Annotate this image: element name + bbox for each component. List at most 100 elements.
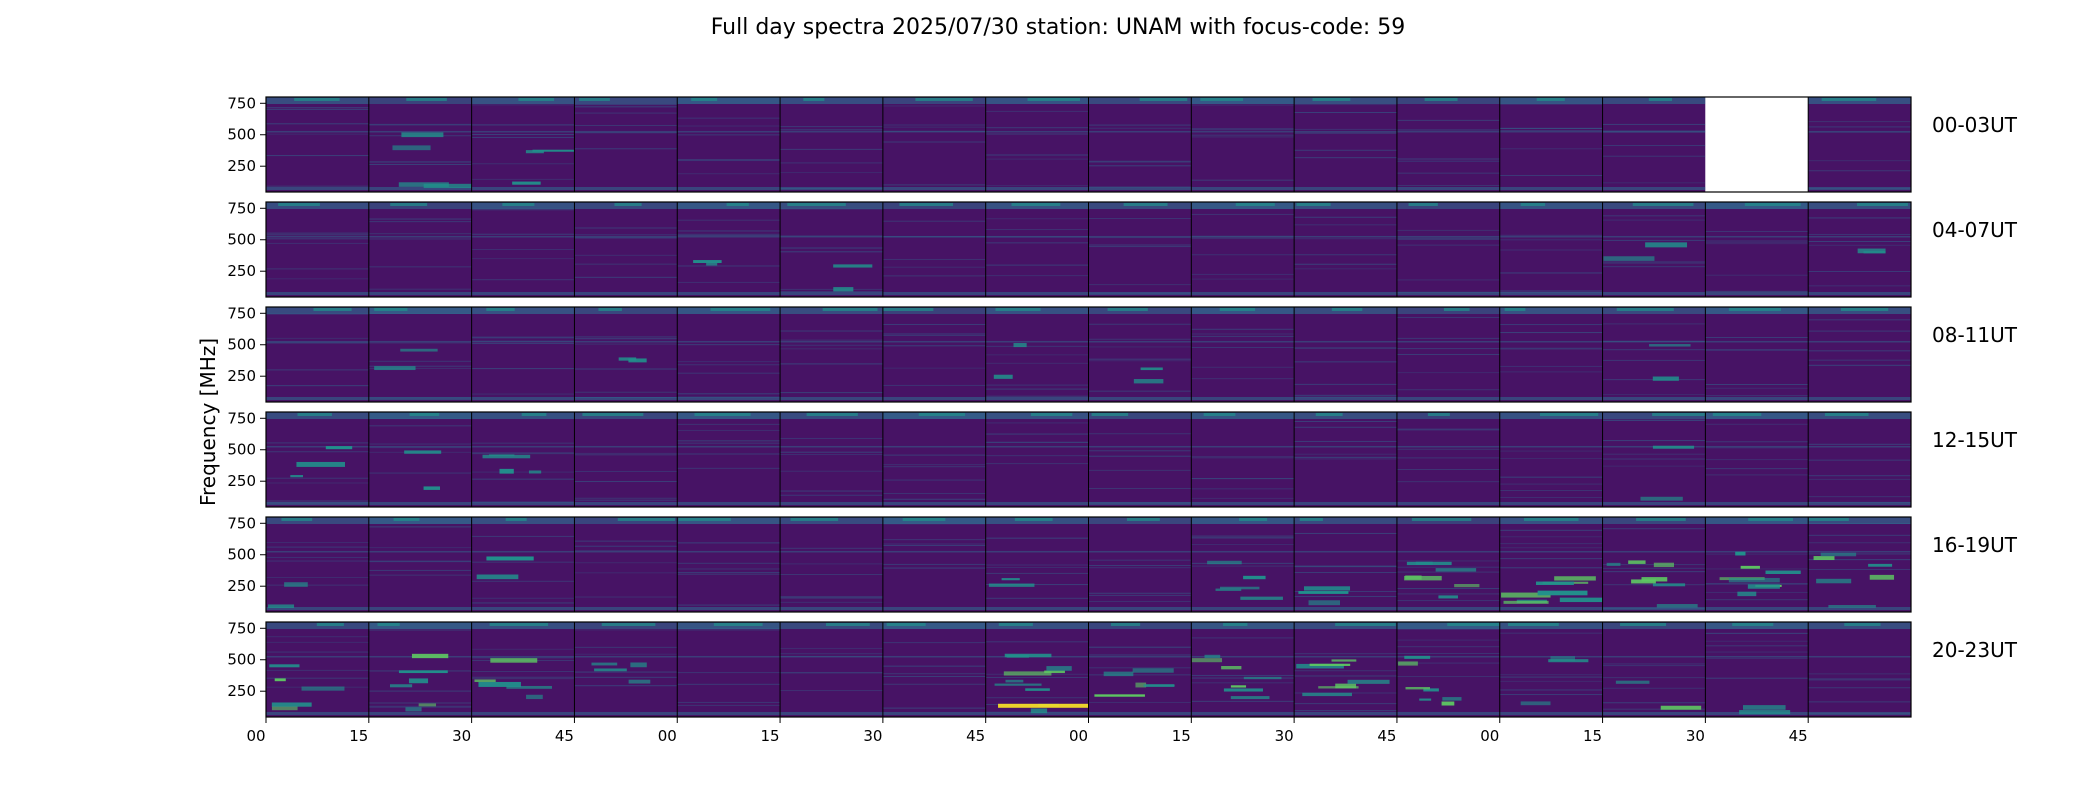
freq-line	[677, 117, 781, 119]
burst-mark	[1828, 605, 1876, 608]
bottom-band	[1191, 187, 1295, 190]
band-530	[1499, 235, 1603, 238]
band-530	[266, 130, 369, 133]
panels-group: 250 500 750 00-03UT 250 500 750 04-07UT 250 500 75…	[227, 94, 2018, 718]
freq-line	[882, 479, 986, 481]
freq-line	[266, 451, 369, 453]
freq-line	[574, 343, 678, 345]
freq-line	[368, 218, 472, 220]
burst-mark	[1747, 584, 1780, 589]
spectrum-tile	[1191, 97, 1295, 192]
band-530	[266, 655, 369, 658]
burst-mark	[1438, 595, 1458, 599]
freq-line	[368, 266, 472, 268]
chart-title: Full day spectra 2025/07/30 station: UNA…	[711, 15, 1406, 40]
burst-mark	[525, 150, 544, 154]
freq-line	[1191, 136, 1295, 138]
freq-line	[1088, 124, 1192, 126]
bottom-band	[1294, 712, 1397, 715]
band-530	[1396, 550, 1500, 553]
freq-line	[1705, 447, 1809, 449]
y-tick-label: 750	[227, 199, 256, 217]
burst-mark	[1816, 578, 1852, 584]
top-burst	[1408, 203, 1438, 206]
top-burst	[691, 98, 718, 101]
freq-line	[1602, 440, 1706, 442]
burst-mark	[1094, 694, 1145, 697]
freq-line	[985, 597, 1089, 599]
freq-line	[368, 238, 472, 240]
bottom-band	[1808, 607, 1911, 610]
top-burst	[1014, 518, 1053, 521]
freq-line	[574, 148, 678, 150]
x-tick-label: 30	[1686, 727, 1705, 745]
freq-line	[1396, 593, 1500, 595]
freq-line	[1294, 361, 1397, 363]
bottom-band	[368, 397, 472, 400]
bottom-band	[1396, 502, 1500, 505]
bottom-band	[1396, 397, 1500, 400]
freq-line	[1294, 263, 1397, 265]
y-tick-label: 500	[227, 651, 256, 669]
freq-line	[985, 677, 1089, 679]
freq-line	[882, 141, 986, 143]
freq-line	[368, 367, 472, 369]
freq-line	[1294, 224, 1397, 226]
row-label: 00-03UT	[1932, 113, 2018, 137]
spectrum-tile	[1705, 412, 1809, 507]
spectrum-tile	[1191, 307, 1295, 402]
burst-mark	[532, 149, 582, 152]
x-tick-label: 45	[555, 727, 574, 745]
burst-mark	[1230, 685, 1247, 688]
freq-line	[985, 264, 1089, 266]
burst-mark	[1441, 701, 1455, 706]
y-tick-label: 500	[227, 231, 256, 249]
band-530	[985, 235, 1089, 238]
strong-burst	[998, 703, 1089, 708]
freq-line	[471, 602, 575, 604]
freq-line	[1088, 186, 1192, 188]
bottom-band	[266, 502, 369, 505]
freq-line	[1808, 443, 1911, 445]
x-tick-label: 45	[1789, 727, 1808, 745]
freq-line	[882, 105, 986, 107]
band-530	[1602, 655, 1706, 658]
bottom-band	[368, 712, 472, 715]
freq-line	[1602, 677, 1706, 679]
freq-line	[1396, 639, 1500, 641]
band-530	[882, 655, 986, 658]
freq-line	[1191, 637, 1295, 639]
top-burst	[1636, 518, 1686, 521]
top-burst	[1744, 203, 1801, 206]
burst-mark	[296, 461, 346, 467]
bottom-band	[1396, 187, 1500, 190]
band-530	[1602, 340, 1706, 343]
top-burst	[1504, 308, 1526, 311]
band-530	[471, 130, 575, 133]
band-530	[1088, 445, 1192, 448]
freq-line	[1396, 185, 1500, 187]
freq-line	[1499, 148, 1603, 150]
burst-mark	[476, 574, 519, 580]
band-530	[1294, 340, 1397, 343]
burst-mark	[1331, 659, 1357, 662]
top-burst	[883, 308, 934, 311]
freq-line	[1396, 457, 1500, 459]
freq-line	[780, 690, 883, 692]
freq-line	[1294, 572, 1397, 574]
freq-line	[882, 266, 986, 268]
freq-line	[882, 544, 986, 546]
burst-mark	[1223, 688, 1263, 692]
freq-line	[1499, 558, 1603, 560]
freq-line	[1396, 588, 1500, 590]
freq-line	[1705, 423, 1809, 425]
spectrum-tile	[1499, 202, 1603, 297]
top-burst	[486, 308, 515, 311]
x-tick-label: 15	[349, 727, 368, 745]
burst-mark	[1628, 560, 1646, 564]
freq-line	[1396, 448, 1500, 450]
spectrum-tile	[1088, 307, 1192, 402]
freq-line	[1088, 390, 1192, 392]
band-530	[574, 130, 678, 133]
freq-line	[1705, 591, 1809, 593]
